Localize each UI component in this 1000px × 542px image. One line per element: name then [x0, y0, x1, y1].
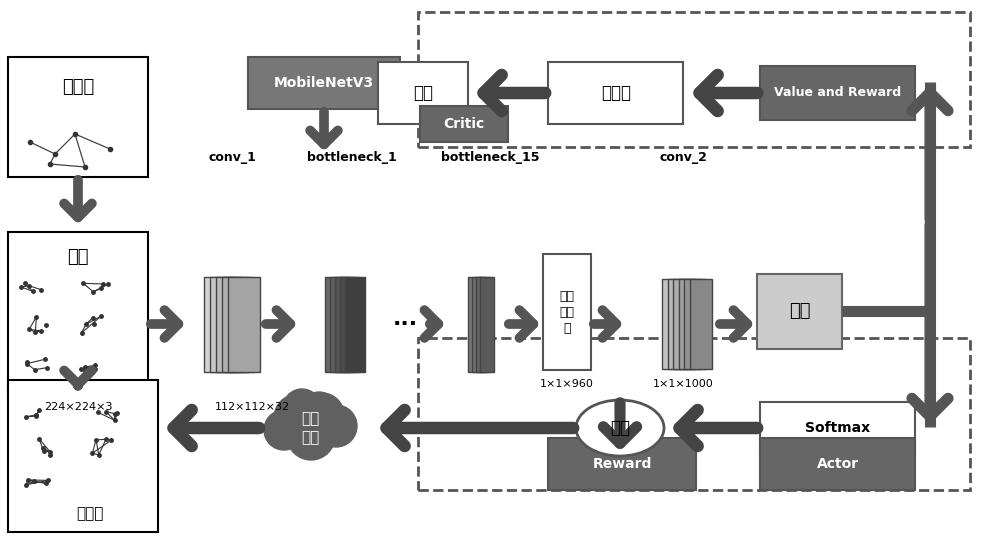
Bar [678, 279, 700, 369]
Circle shape [264, 410, 304, 450]
Bar [690, 279, 712, 369]
Bar [378, 62, 468, 124]
Bar [480, 276, 494, 371]
Text: Value and Reward: Value and Reward [774, 87, 902, 100]
Text: Actor: Actor [817, 457, 859, 471]
Bar [330, 276, 350, 371]
Text: Softmax: Softmax [805, 421, 871, 435]
Circle shape [287, 412, 335, 460]
Bar [228, 276, 260, 371]
Text: 新业务: 新业务 [62, 78, 94, 96]
Bar [760, 438, 915, 490]
Bar [548, 438, 696, 490]
Bar [216, 276, 248, 371]
Text: 1×1×1000: 1×1×1000 [653, 379, 713, 389]
Circle shape [283, 389, 321, 427]
Circle shape [315, 405, 357, 447]
Circle shape [302, 392, 336, 426]
Bar [668, 279, 690, 369]
Bar [8, 232, 148, 394]
Bar [760, 66, 915, 120]
Text: 总损失: 总损失 [601, 84, 631, 102]
Text: Critic: Critic [443, 117, 485, 131]
Bar [418, 12, 970, 147]
Bar [325, 276, 345, 371]
Text: 改变
状态: 改变 状态 [301, 411, 319, 445]
Bar [468, 276, 482, 371]
Text: 平均
池化
层: 平均 池化 层 [560, 289, 574, 334]
Text: conv_2: conv_2 [659, 151, 707, 164]
Text: 动作: 动作 [610, 419, 630, 437]
Text: bottleneck_15: bottleneck_15 [441, 151, 539, 164]
Bar [673, 279, 695, 369]
Text: conv_1: conv_1 [208, 151, 256, 164]
Text: Reward: Reward [592, 457, 652, 471]
Bar [335, 276, 355, 371]
Circle shape [274, 394, 322, 442]
Bar [757, 274, 842, 349]
Text: 输入: 输入 [67, 248, 89, 266]
Bar [340, 276, 360, 371]
Bar [8, 380, 158, 532]
Text: 1×1×960: 1×1×960 [540, 379, 594, 389]
Bar [418, 338, 970, 490]
Ellipse shape [576, 400, 664, 456]
Bar [248, 57, 400, 109]
Bar [662, 279, 684, 369]
Text: 224×224×3: 224×224×3 [44, 402, 112, 412]
Bar [472, 276, 486, 371]
Bar [420, 106, 508, 142]
Bar [476, 276, 490, 371]
Bar [543, 254, 591, 370]
Text: MobileNetV3: MobileNetV3 [274, 76, 374, 90]
Bar [345, 276, 365, 371]
Bar [210, 276, 242, 371]
Text: bottleneck_1: bottleneck_1 [307, 151, 397, 164]
Bar [760, 402, 915, 454]
Bar [222, 276, 254, 371]
Text: 特征: 特征 [789, 302, 811, 320]
Text: 112×112×32: 112×112×32 [214, 402, 290, 412]
Text: ···: ··· [392, 314, 418, 334]
Bar [8, 57, 148, 177]
Bar [204, 276, 236, 371]
Bar [684, 279, 706, 369]
Circle shape [300, 393, 344, 437]
Text: 更新: 更新 [413, 84, 433, 102]
Bar [548, 62, 683, 124]
Text: 新状态: 新状态 [76, 507, 104, 521]
